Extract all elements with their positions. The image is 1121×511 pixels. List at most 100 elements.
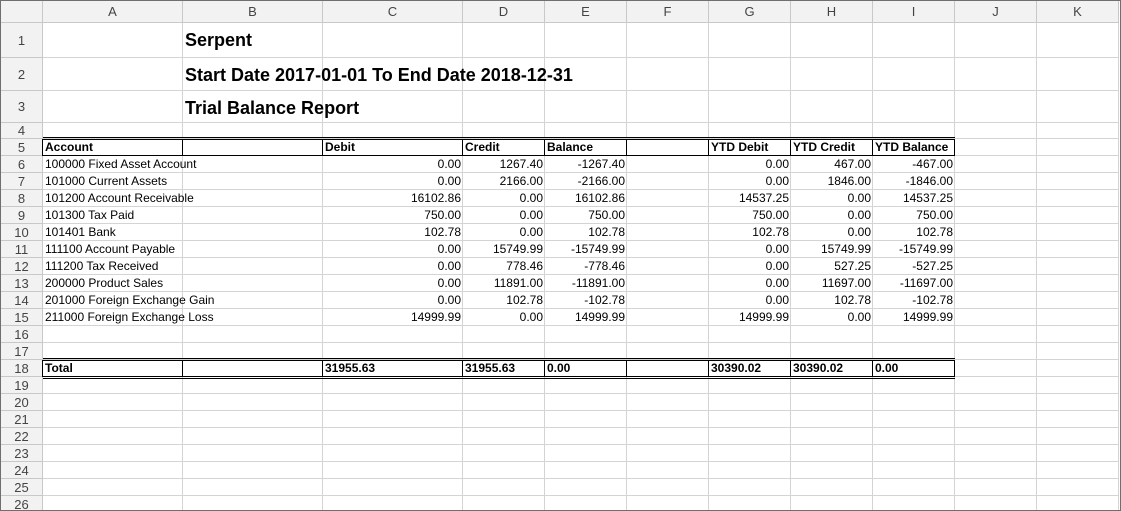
column-header-c[interactable]: C bbox=[323, 1, 463, 23]
ytd-balance-value[interactable]: 14999.99 bbox=[902, 310, 953, 324]
header-ytd-credit[interactable]: YTD Credit bbox=[793, 140, 856, 154]
column-header-e[interactable]: E bbox=[545, 1, 627, 23]
column-header-k[interactable]: K bbox=[1037, 1, 1119, 23]
ytd-debit-value[interactable]: 0.00 bbox=[765, 293, 789, 307]
ytd-debit-value[interactable]: 0.00 bbox=[765, 242, 789, 256]
row-header-8[interactable]: 8 bbox=[1, 190, 43, 207]
ytd-balance-value[interactable]: -527.25 bbox=[912, 259, 953, 273]
header-balance[interactable]: Balance bbox=[547, 140, 594, 154]
ytd-balance-value[interactable]: -11697.00 bbox=[899, 276, 953, 290]
row-header-19[interactable]: 19 bbox=[1, 377, 43, 394]
balance-value[interactable]: 14999.99 bbox=[574, 310, 625, 324]
row-header-14[interactable]: 14 bbox=[1, 292, 43, 309]
account-name[interactable]: 211000 Foreign Exchange Loss bbox=[45, 310, 214, 324]
ytd-credit-value[interactable]: 467.00 bbox=[834, 157, 871, 171]
report-period[interactable]: Start Date 2017-01-01 To End Date 2018-1… bbox=[185, 65, 573, 85]
ytd-debit-value[interactable]: 750.00 bbox=[752, 208, 789, 222]
balance-value[interactable]: -778.46 bbox=[584, 259, 625, 273]
balance-value[interactable]: -15749.99 bbox=[570, 242, 625, 256]
row-header-5[interactable]: 5 bbox=[1, 139, 43, 156]
column-header-h[interactable]: H bbox=[791, 1, 873, 23]
row-header-9[interactable]: 9 bbox=[1, 207, 43, 224]
ytd-balance-value[interactable]: -15749.99 bbox=[898, 242, 953, 256]
column-header-d[interactable]: D bbox=[463, 1, 545, 23]
debit-value[interactable]: 0.00 bbox=[437, 157, 461, 171]
balance-value[interactable]: -2166.00 bbox=[577, 174, 625, 188]
ytd-balance-value[interactable]: 750.00 bbox=[916, 208, 953, 222]
total-credit[interactable]: 31955.63 bbox=[465, 361, 516, 375]
row-header-12[interactable]: 12 bbox=[1, 258, 43, 275]
row-header-17[interactable]: 17 bbox=[1, 343, 43, 360]
ytd-balance-value[interactable]: 102.78 bbox=[916, 225, 953, 239]
ytd-credit-value[interactable]: 15749.99 bbox=[820, 242, 871, 256]
credit-value[interactable]: 778.46 bbox=[506, 259, 543, 273]
row-header-23[interactable]: 23 bbox=[1, 445, 43, 462]
balance-value[interactable]: 102.78 bbox=[588, 225, 625, 239]
account-name[interactable]: 201000 Foreign Exchange Gain bbox=[45, 293, 215, 307]
column-header-a[interactable]: A bbox=[43, 1, 183, 23]
balance-value[interactable]: 16102.86 bbox=[574, 191, 625, 205]
row-header-13[interactable]: 13 bbox=[1, 275, 43, 292]
account-name[interactable]: 100000 Fixed Asset Account bbox=[45, 157, 197, 171]
credit-value[interactable]: 0.00 bbox=[519, 310, 543, 324]
account-name[interactable]: 101300 Tax Paid bbox=[45, 208, 135, 222]
ytd-debit-value[interactable]: 14537.25 bbox=[738, 191, 789, 205]
header-ytd-balance[interactable]: YTD Balance bbox=[875, 140, 949, 154]
account-name[interactable]: 101000 Current Assets bbox=[45, 174, 168, 188]
debit-value[interactable]: 14999.99 bbox=[410, 310, 461, 324]
row-header-20[interactable]: 20 bbox=[1, 394, 43, 411]
ytd-balance-value[interactable]: -1846.00 bbox=[905, 174, 953, 188]
row-header-26[interactable]: 26 bbox=[1, 496, 43, 510]
ytd-credit-value[interactable]: 11697.00 bbox=[821, 276, 871, 290]
row-header-22[interactable]: 22 bbox=[1, 428, 43, 445]
column-header-g[interactable]: G bbox=[709, 1, 791, 23]
account-name[interactable]: 111100 Account Payable bbox=[45, 242, 176, 256]
balance-value[interactable]: -11891.00 bbox=[571, 276, 625, 290]
credit-value[interactable]: 0.00 bbox=[519, 208, 543, 222]
debit-value[interactable]: 102.78 bbox=[424, 225, 461, 239]
ytd-credit-value[interactable]: 527.25 bbox=[834, 259, 871, 273]
debit-value[interactable]: 0.00 bbox=[437, 276, 461, 290]
row-header-16[interactable]: 16 bbox=[1, 326, 43, 343]
row-header-25[interactable]: 25 bbox=[1, 479, 43, 496]
account-name[interactable]: 200000 Product Sales bbox=[45, 276, 164, 290]
credit-value[interactable]: 15749.99 bbox=[492, 242, 543, 256]
balance-value[interactable]: -1267.40 bbox=[577, 157, 625, 171]
row-header-10[interactable]: 10 bbox=[1, 224, 43, 241]
credit-value[interactable]: 102.78 bbox=[506, 293, 543, 307]
ytd-balance-value[interactable]: 14537.25 bbox=[902, 191, 953, 205]
ytd-debit-value[interactable]: 0.00 bbox=[765, 157, 789, 171]
ytd-credit-value[interactable]: 0.00 bbox=[847, 191, 871, 205]
select-all-corner[interactable] bbox=[1, 1, 43, 23]
row-header-2[interactable]: 2 bbox=[1, 58, 43, 91]
account-name[interactable]: 101401 Bank bbox=[45, 225, 116, 239]
account-name[interactable]: 111200 Tax Received bbox=[45, 259, 159, 273]
column-header-b[interactable]: B bbox=[183, 1, 323, 23]
debit-value[interactable]: 0.00 bbox=[437, 174, 461, 188]
row-header-18[interactable]: 18 bbox=[1, 360, 43, 377]
row-header-11[interactable]: 11 bbox=[1, 241, 43, 258]
credit-value[interactable]: 2166.00 bbox=[499, 174, 543, 188]
total-ytd-credit[interactable]: 30390.02 bbox=[793, 361, 844, 375]
row-header-21[interactable]: 21 bbox=[1, 411, 43, 428]
total-balance[interactable]: 0.00 bbox=[547, 361, 571, 375]
row-header-4[interactable]: 4 bbox=[1, 123, 43, 139]
ytd-credit-value[interactable]: 102.78 bbox=[834, 293, 871, 307]
debit-value[interactable]: 0.00 bbox=[437, 293, 461, 307]
row-header-24[interactable]: 24 bbox=[1, 462, 43, 479]
total-ytd-balance[interactable]: 0.00 bbox=[875, 361, 899, 375]
total-label[interactable]: Total bbox=[45, 361, 73, 375]
report-title[interactable]: Trial Balance Report bbox=[185, 98, 360, 118]
balance-value[interactable]: -102.78 bbox=[584, 293, 625, 307]
credit-value[interactable]: 11891.00 bbox=[493, 276, 543, 290]
ytd-credit-value[interactable]: 0.00 bbox=[847, 225, 871, 239]
header-account[interactable]: Account bbox=[45, 140, 93, 154]
ytd-balance-value[interactable]: -467.00 bbox=[912, 157, 953, 171]
ytd-credit-value[interactable]: 0.00 bbox=[847, 208, 871, 222]
ytd-debit-value[interactable]: 0.00 bbox=[765, 276, 789, 290]
account-name[interactable]: 101200 Account Receivable bbox=[45, 191, 194, 205]
debit-value[interactable]: 16102.86 bbox=[410, 191, 461, 205]
column-header-j[interactable]: J bbox=[955, 1, 1037, 23]
row-header-3[interactable]: 3 bbox=[1, 91, 43, 123]
header-ytd-debit[interactable]: YTD Debit bbox=[711, 140, 769, 154]
